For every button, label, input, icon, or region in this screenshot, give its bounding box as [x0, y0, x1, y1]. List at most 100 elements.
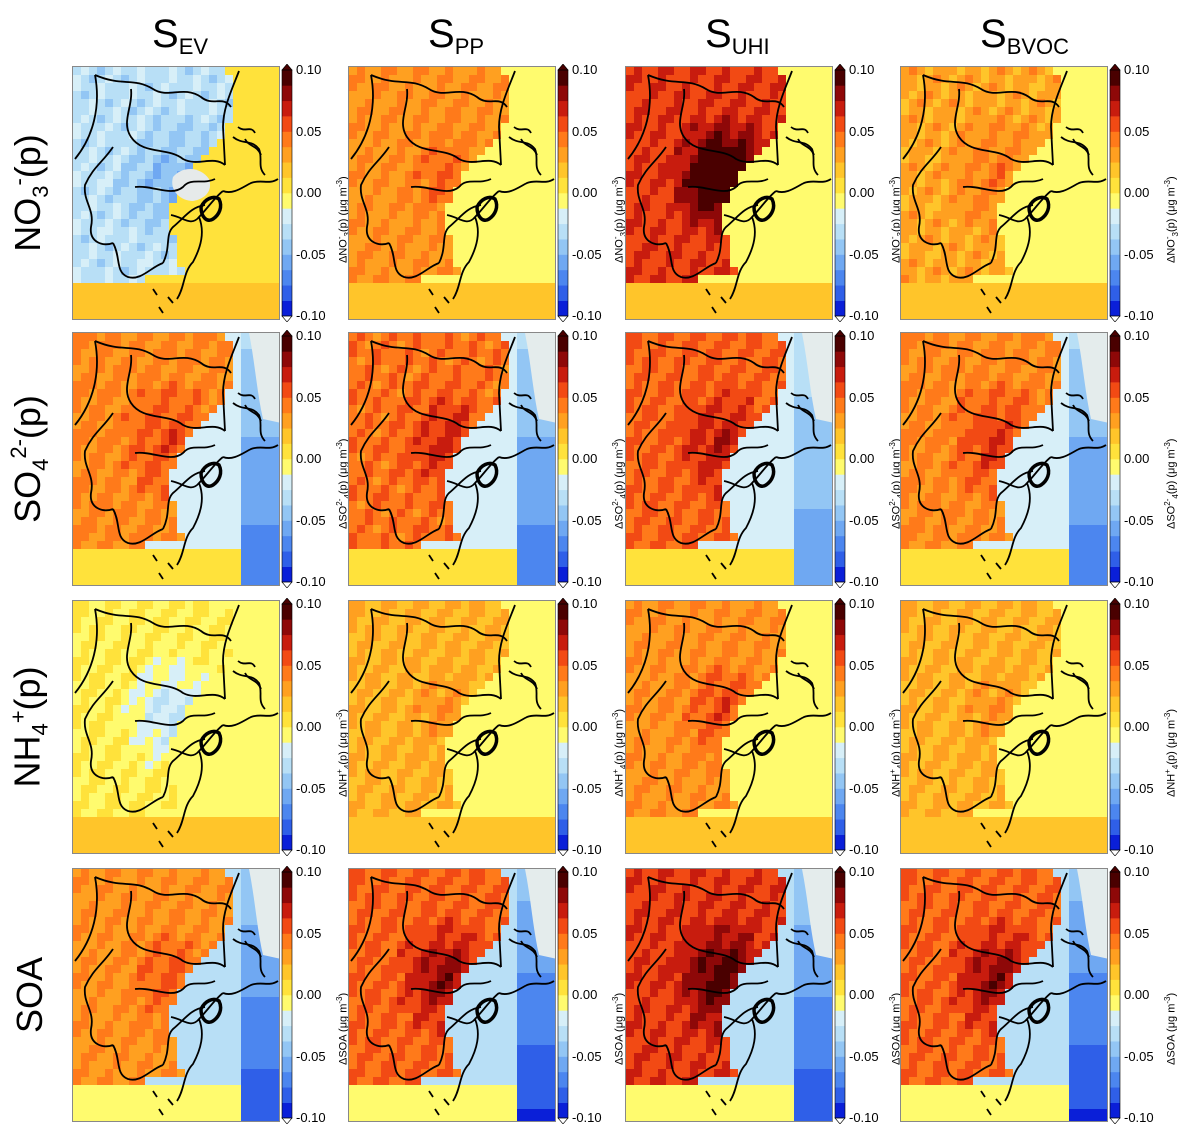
colorbar-extend-min [834, 1117, 846, 1124]
map-panel-nh4-uhi [625, 600, 833, 854]
colorbar-segment [835, 979, 845, 996]
row-title-so4: SO42-(p) [0, 332, 60, 586]
colorbar-extend-min [281, 581, 293, 588]
colorbar-tick-label: 0.05 [572, 657, 598, 673]
colorbar-tick-label: 0.10 [849, 864, 875, 879]
colorbar-segment [282, 269, 292, 286]
colorbar-segment [1110, 162, 1120, 178]
colorbar-segment [282, 100, 292, 117]
colorbar-label-unit: (μg m [1165, 1003, 1178, 1036]
masked-area [1077, 333, 1107, 423]
colorbar-extend-min [834, 315, 846, 322]
colorbar-label-close: ) [1165, 992, 1178, 997]
row-title-suffix: (p) [7, 134, 49, 179]
colorbar-segment [835, 351, 845, 368]
column-title-main: S [152, 12, 179, 56]
colorbar-segment [558, 489, 568, 506]
colorbar-label-close: ) [1165, 438, 1178, 443]
colorbar-segment [558, 269, 568, 286]
map-panel-soa-pp [348, 868, 556, 1122]
boundary-line [475, 729, 499, 756]
colorbar-segment [1110, 872, 1120, 888]
colorbar-segment [558, 696, 568, 712]
colorbar-tick-label: 0.05 [296, 925, 322, 941]
colorbar-segment [835, 300, 845, 317]
colorbar-tick-label: 0.05 [572, 925, 598, 941]
colorbar-segment [558, 995, 568, 1011]
colorbar-segment [1110, 443, 1120, 460]
colorbar-segment [282, 428, 292, 444]
colorbar-segment [1110, 366, 1120, 383]
colorbar-label-sup: + [611, 769, 620, 774]
colorbar [557, 598, 569, 856]
colorbar-segment [558, 773, 568, 789]
colorbar-tick-label: -0.05 [296, 512, 326, 528]
colorbar-segment [835, 177, 845, 194]
column-title-sub: BVOC [1006, 34, 1070, 59]
colorbar-segment [558, 757, 568, 774]
colorbar-segment [1110, 918, 1120, 934]
colorbar-label-unit-exp: -3 [611, 180, 620, 188]
colorbar-segment [835, 269, 845, 286]
colorbar-label-unit-exp: -3 [1163, 180, 1172, 188]
colorbar-extend-max [834, 866, 846, 873]
colorbar-segment [282, 489, 292, 506]
heatmap-field [349, 869, 555, 1121]
colorbar-label-close: ) [613, 438, 626, 443]
colorbar-segment [835, 788, 845, 805]
colorbar-tick-label: -0.05 [849, 512, 879, 528]
colorbar-segment [558, 551, 568, 567]
boundary-line [475, 997, 499, 1024]
colorbar-tick-label: 0.10 [849, 62, 875, 77]
colorbar-tick-label: 0.00 [1124, 719, 1150, 734]
boundary-line [1027, 195, 1051, 222]
colorbar-label-sup: - [335, 236, 344, 240]
colorbar [281, 330, 293, 588]
heatmap-field [73, 601, 279, 853]
colorbar-extend-max [281, 866, 293, 873]
heatmap-field [901, 601, 1107, 853]
colorbar-tick-label: 0.00 [572, 451, 598, 466]
colorbar-segment [558, 397, 568, 414]
colorbar-segment [282, 520, 292, 537]
colorbar-segment [835, 773, 845, 789]
colorbar-segment [1110, 1102, 1120, 1119]
colorbar-tick-label: -0.05 [572, 1048, 602, 1064]
colorbar-segment [1110, 520, 1120, 537]
colorbar-tick-label: 0.05 [296, 657, 322, 673]
row-title-base: SOA [9, 956, 50, 1034]
colorbar-tick-label: 0.05 [1124, 123, 1150, 139]
map-panel-no3-bvoc [900, 66, 1108, 320]
colorbar-extend-max [1109, 598, 1121, 605]
colorbar-tick-label: -0.05 [1124, 1048, 1154, 1064]
colorbar-segment [558, 634, 568, 651]
colorbar-tick-label: 0.05 [849, 389, 875, 405]
boundary-line [1027, 997, 1051, 1024]
colorbar [281, 866, 293, 1124]
colorbar-segment [282, 412, 292, 429]
colorbar-segment [558, 239, 568, 255]
boundary-line [428, 660, 538, 848]
colorbar-tick-label: 0.10 [1124, 596, 1150, 611]
colorbar-segment [282, 948, 292, 965]
colorbar-label-unit: (μg m [613, 1003, 626, 1036]
colorbar-segment [1110, 665, 1120, 682]
colorbar-extend-max [834, 330, 846, 337]
colorbar-segment [1110, 566, 1120, 583]
column-title-main: S [428, 12, 455, 56]
colorbar-segment [282, 1041, 292, 1057]
colorbar-tick-label: -0.05 [849, 780, 879, 796]
colorbar [834, 866, 846, 1124]
colorbar-segment [558, 1041, 568, 1057]
boundary-line [627, 604, 832, 834]
colorbar [557, 330, 569, 588]
colorbar-segment [835, 366, 845, 383]
colorbar-label-prefix: ΔSO [1165, 505, 1178, 529]
colorbar-segment [835, 489, 845, 506]
colorbar-segment [1110, 650, 1120, 666]
colorbar-segment [558, 727, 568, 743]
colorbar-segment [282, 979, 292, 996]
colorbar-segment [558, 834, 568, 851]
colorbar-segment [1110, 1025, 1120, 1042]
colorbar-segment [1110, 100, 1120, 117]
